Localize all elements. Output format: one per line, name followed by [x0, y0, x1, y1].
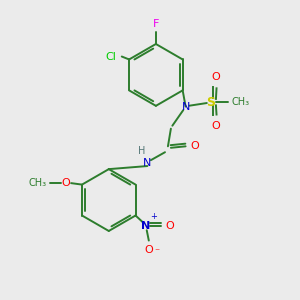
Text: H: H [138, 146, 146, 156]
Text: O: O [190, 141, 199, 151]
Text: F: F [153, 19, 159, 29]
Text: +: + [150, 212, 157, 221]
Text: CH₃: CH₃ [28, 178, 47, 188]
Text: O: O [211, 72, 220, 82]
Text: N: N [143, 158, 152, 167]
Text: O: O [211, 121, 220, 131]
Text: N: N [182, 102, 190, 112]
Text: O: O [165, 221, 174, 231]
Text: S: S [206, 96, 215, 109]
Text: ⁻: ⁻ [155, 247, 160, 257]
Text: O: O [144, 245, 153, 255]
Text: N: N [141, 221, 151, 231]
Text: Cl: Cl [105, 52, 116, 61]
Text: O: O [61, 178, 70, 188]
Text: CH₃: CH₃ [231, 97, 249, 107]
